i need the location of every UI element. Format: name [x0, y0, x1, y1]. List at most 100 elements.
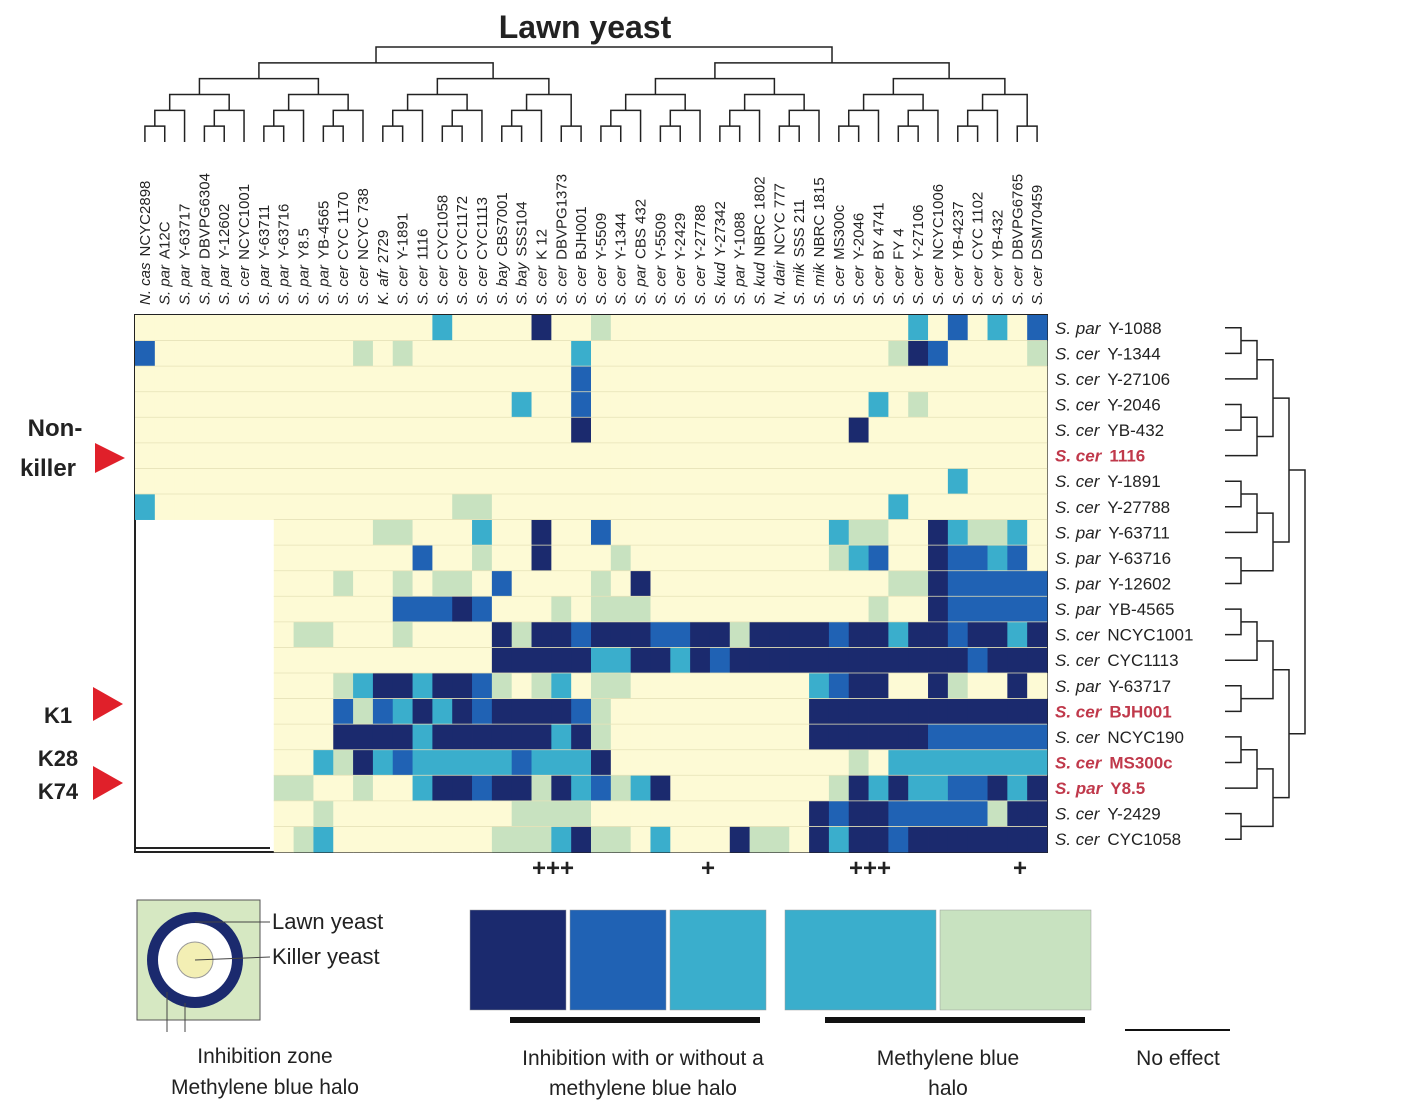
- cell: [294, 673, 314, 699]
- cell: [393, 366, 413, 392]
- cell: [591, 724, 611, 750]
- cell: [373, 468, 393, 494]
- cell: [472, 673, 492, 699]
- cell: [294, 775, 314, 801]
- cell: [631, 673, 651, 699]
- cell: [948, 622, 968, 648]
- cell: [988, 596, 1008, 622]
- cell: [789, 545, 809, 571]
- cell: [869, 520, 889, 546]
- cell: [928, 750, 948, 776]
- cell: [829, 366, 849, 392]
- cell: [214, 341, 234, 367]
- cell: [294, 341, 314, 367]
- cell: [650, 775, 670, 801]
- row-species: S. par: [1055, 319, 1102, 338]
- cell: [492, 366, 512, 392]
- row-species: S. cer: [1055, 805, 1101, 824]
- cell: [313, 545, 333, 571]
- column-species: N. dair: [771, 260, 788, 305]
- cell: [710, 596, 730, 622]
- cell: [730, 366, 750, 392]
- cell: [472, 443, 492, 469]
- cell: [730, 545, 750, 571]
- cell: [988, 775, 1008, 801]
- cell: [948, 673, 968, 699]
- cell: [908, 647, 928, 673]
- cell: [274, 520, 294, 546]
- cell: [373, 596, 393, 622]
- cell: [750, 801, 770, 827]
- cell: [393, 443, 413, 469]
- cell: [452, 494, 472, 520]
- cell: [373, 545, 393, 571]
- column-species: S. cer: [355, 265, 372, 305]
- cell: [650, 417, 670, 443]
- cell: [789, 571, 809, 597]
- cell: [353, 417, 373, 443]
- cell: [829, 596, 849, 622]
- cell: [432, 750, 452, 776]
- row-label: S. cerNCYC190: [1055, 728, 1184, 747]
- cell: [452, 647, 472, 673]
- cell: [353, 468, 373, 494]
- column-strain: CYC1172: [454, 196, 471, 260]
- cell: [809, 647, 829, 673]
- cell: [313, 392, 333, 418]
- cell: [1007, 775, 1027, 801]
- cell: [789, 392, 809, 418]
- cell: [908, 622, 928, 648]
- column-strain: YB-4237: [950, 201, 967, 259]
- cell: [849, 392, 869, 418]
- cell: [789, 341, 809, 367]
- row-species: S. par: [1055, 549, 1102, 568]
- column-strain: Y-63717: [177, 204, 194, 259]
- cell: [769, 417, 789, 443]
- cell: [294, 826, 314, 852]
- cell: [452, 520, 472, 546]
- cell: [769, 750, 789, 776]
- cell: [353, 315, 373, 341]
- row-strain: Y-63711: [1108, 523, 1169, 542]
- cell: [373, 571, 393, 597]
- column-strain: SSS 211: [791, 199, 808, 257]
- cell: [1027, 826, 1047, 852]
- cell: [888, 826, 908, 852]
- cell: [333, 750, 353, 776]
- cell: [294, 494, 314, 520]
- column-species: S. cer: [474, 265, 491, 305]
- column-species: S. par: [196, 264, 213, 305]
- cell: [908, 775, 928, 801]
- cell: [888, 775, 908, 801]
- cell: [333, 775, 353, 801]
- cell: [472, 468, 492, 494]
- column-strain: A12C: [157, 221, 174, 259]
- cell: [571, 494, 591, 520]
- cell: [413, 545, 433, 571]
- cell: [849, 750, 869, 776]
- cell: [452, 775, 472, 801]
- cell: [690, 801, 710, 827]
- column-label: S. cerNCYC 738: [355, 188, 372, 305]
- row-strain: Y-27788: [1107, 498, 1170, 517]
- cell: [1027, 801, 1047, 827]
- cell: [710, 468, 730, 494]
- cell: [135, 341, 155, 367]
- cell: [988, 545, 1008, 571]
- cell: [452, 341, 472, 367]
- cell: [274, 468, 294, 494]
- column-strain: NCYC1006: [930, 184, 947, 260]
- cell: [551, 315, 571, 341]
- cell: [809, 775, 829, 801]
- cell: [769, 494, 789, 520]
- cell: [294, 366, 314, 392]
- cell: [988, 647, 1008, 673]
- cell: [690, 596, 710, 622]
- cell: [274, 443, 294, 469]
- cell: [1027, 315, 1047, 341]
- cell: [730, 443, 750, 469]
- cell: [532, 443, 552, 469]
- cell: [829, 417, 849, 443]
- row-strain: Y-63716: [1108, 549, 1171, 568]
